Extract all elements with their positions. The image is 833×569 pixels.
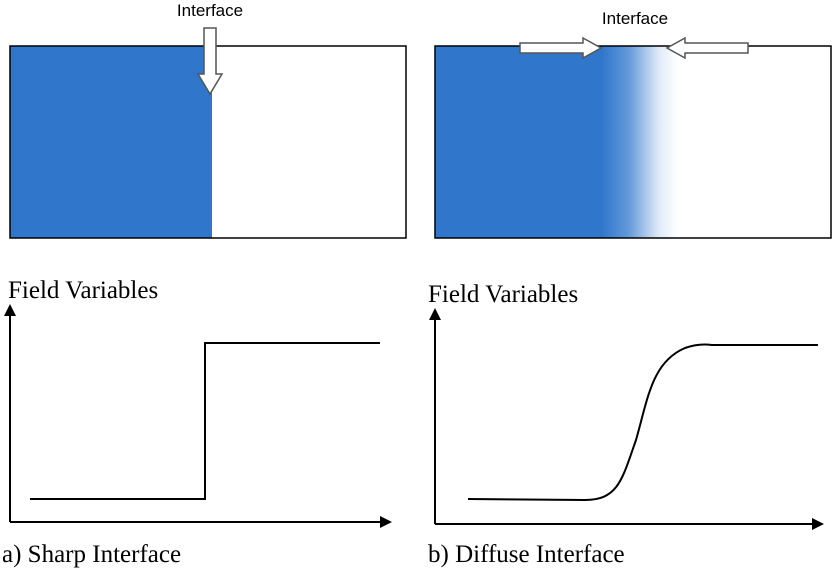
sharp-plot-axes — [3, 304, 392, 528]
diffuse-right-arrow-icon — [665, 36, 749, 60]
diffuse-plot-ylabel: Field Variables — [428, 281, 578, 308]
diffuse-interface-label: Interface — [602, 9, 668, 28]
diffuse-gradient-zone — [602, 46, 678, 238]
diffuse-interface-panel: Interface Field Variables b) Diffuse Int… — [428, 9, 832, 568]
diffuse-domain-box — [434, 45, 832, 239]
diffuse-smooth-profile — [467, 343, 818, 502]
sharp-interface-arrow-icon — [196, 27, 224, 96]
diffuse-blue-phase — [435, 46, 603, 238]
diffuse-plot-axes — [429, 308, 824, 530]
sharp-interface-label: Interface — [177, 1, 243, 20]
sharp-step-profile — [30, 342, 380, 500]
diffuse-caption: b) Diffuse Interface — [428, 541, 625, 568]
diffuse-domain-outline — [434, 45, 832, 239]
diffuse-left-arrow-icon — [519, 36, 603, 60]
sharp-blue-phase — [10, 46, 212, 238]
sharp-domain-box — [9, 45, 407, 239]
sharp-caption: a) Sharp Interface — [2, 541, 181, 568]
sharp-plot-ylabel: Field Variables — [8, 277, 158, 304]
sharp-interface-panel: Interface Field Variables a) Sharp Inter… — [2, 1, 407, 568]
